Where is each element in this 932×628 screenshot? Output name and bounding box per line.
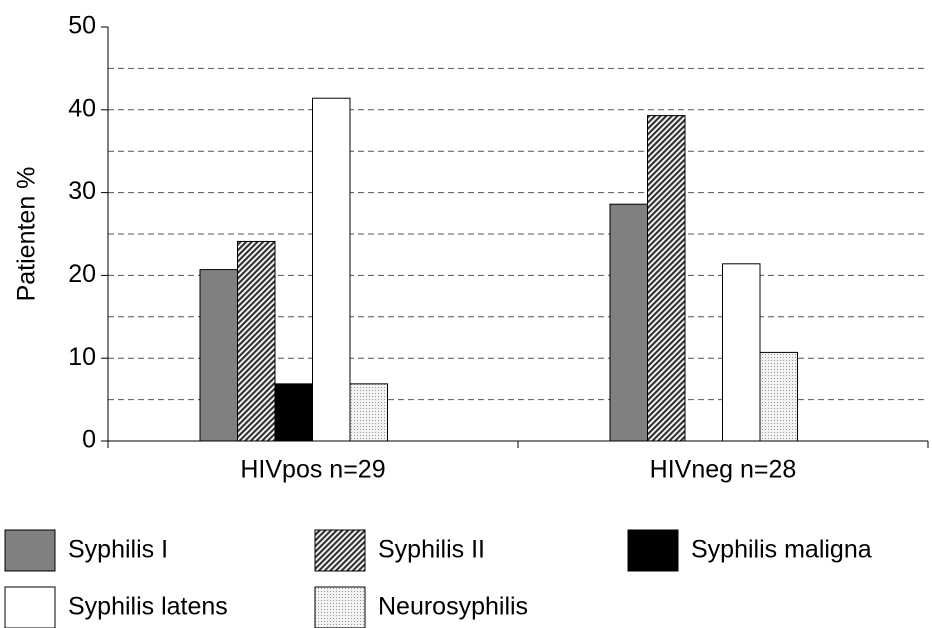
legend-label: Syphilis latens	[68, 593, 228, 621]
y-tick-label: 30	[68, 177, 96, 205]
x-tick-label: HIVpos n=29	[240, 456, 385, 484]
bar	[199, 269, 238, 442]
y-tick-label: 40	[68, 94, 96, 122]
legend-swatch	[4, 529, 56, 572]
x-tick-label: HIVneg n=28	[650, 456, 797, 484]
bar	[349, 383, 388, 442]
y-tick-label: 20	[68, 260, 96, 288]
bar	[237, 240, 276, 442]
legend-label: Neurosyphilis	[378, 593, 528, 621]
legend-label: Syphilis maligna	[691, 536, 872, 564]
y-axis-label: Patienten %	[13, 167, 41, 302]
legend-swatch	[627, 529, 679, 572]
legend-label: Syphilis II	[378, 536, 485, 564]
y-tick-label: 50	[68, 12, 96, 40]
bar	[647, 115, 686, 442]
y-tick-label: 0	[82, 426, 96, 454]
bar	[759, 351, 798, 442]
bar	[722, 263, 761, 442]
y-tick-label: 10	[68, 343, 96, 371]
bar	[609, 203, 648, 442]
legend-swatch	[314, 529, 366, 572]
legend-label: Syphilis I	[68, 536, 168, 564]
legend-swatch	[314, 586, 366, 628]
bar	[274, 383, 313, 442]
bar	[312, 97, 351, 442]
legend-swatch	[4, 586, 56, 628]
